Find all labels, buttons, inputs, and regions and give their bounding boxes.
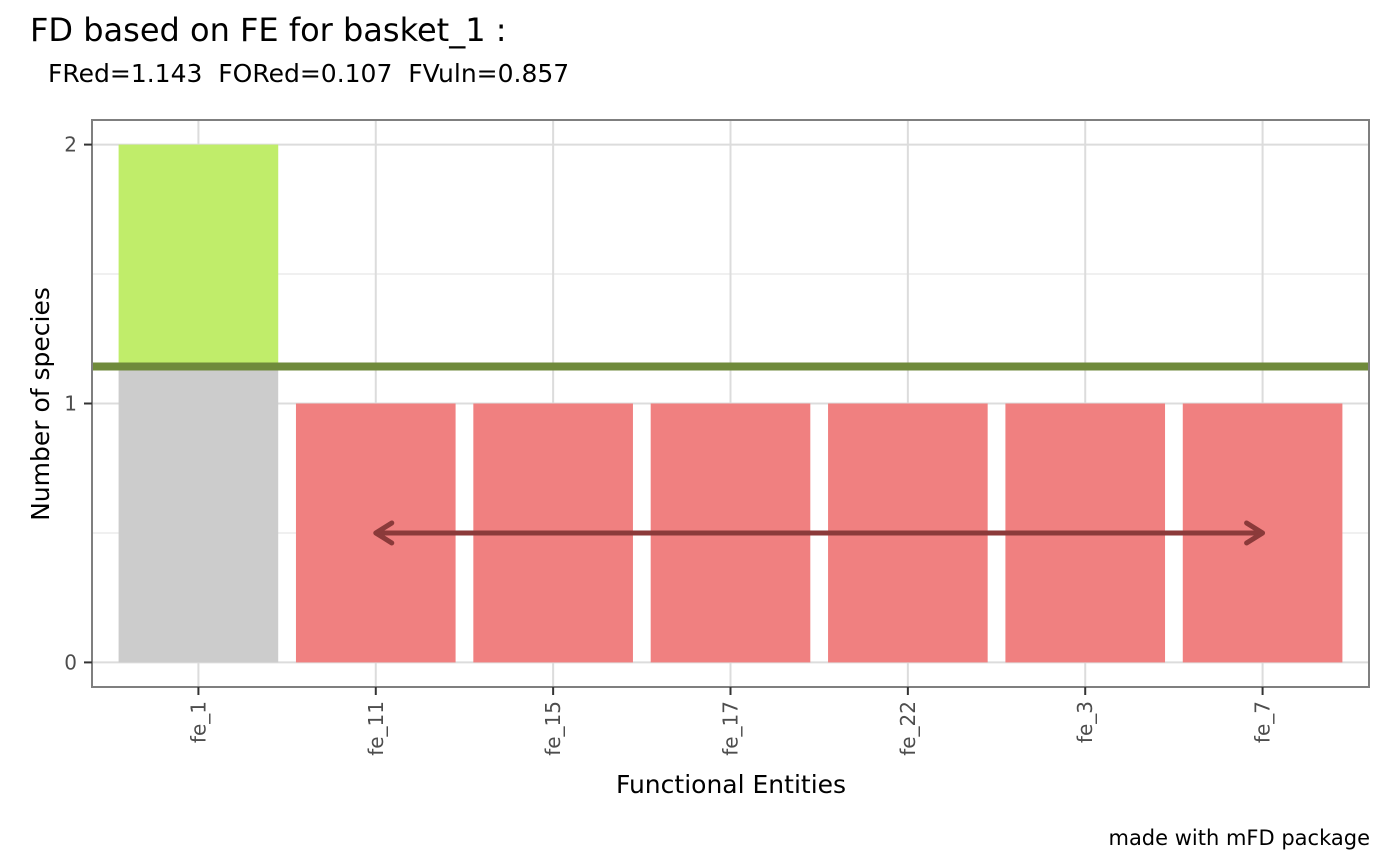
x-tick-label: fe_11 <box>364 701 388 756</box>
bars <box>118 144 1343 663</box>
arrow-head-left <box>373 520 395 546</box>
chart-caption: made with mFD package <box>1108 826 1370 850</box>
arrow-head-right <box>1244 520 1266 546</box>
chart-title: FD based on FE for basket_1 : <box>30 11 507 49</box>
arrow-group <box>373 520 1266 546</box>
bar-fe_1-lower <box>118 366 279 663</box>
x-tick-label: fe_15 <box>541 701 565 756</box>
chart-subtitle: FRed=1.143 FORed=0.107 FVuln=0.857 <box>48 59 570 88</box>
x-tick-label: fe_3 <box>1073 701 1097 743</box>
axes: 0 1 2 fe_1 fe_11 fe_15 fe_17 fe_22 fe_3 fe_7 <box>64 133 1274 756</box>
y-tick-label: 0 <box>64 650 77 674</box>
x-tick-label: fe_1 <box>186 701 210 743</box>
x-tick-label: fe_22 <box>896 701 920 756</box>
x-axis-title: Functional Entities <box>616 770 846 799</box>
y-axis-title: Number of species <box>26 287 55 521</box>
bar-fe_1-upper <box>118 144 279 367</box>
y-tick-label: 1 <box>64 392 77 416</box>
x-tick-label: fe_7 <box>1251 701 1275 743</box>
x-tick-label: fe_17 <box>719 701 743 756</box>
y-tick-label: 2 <box>64 133 77 157</box>
